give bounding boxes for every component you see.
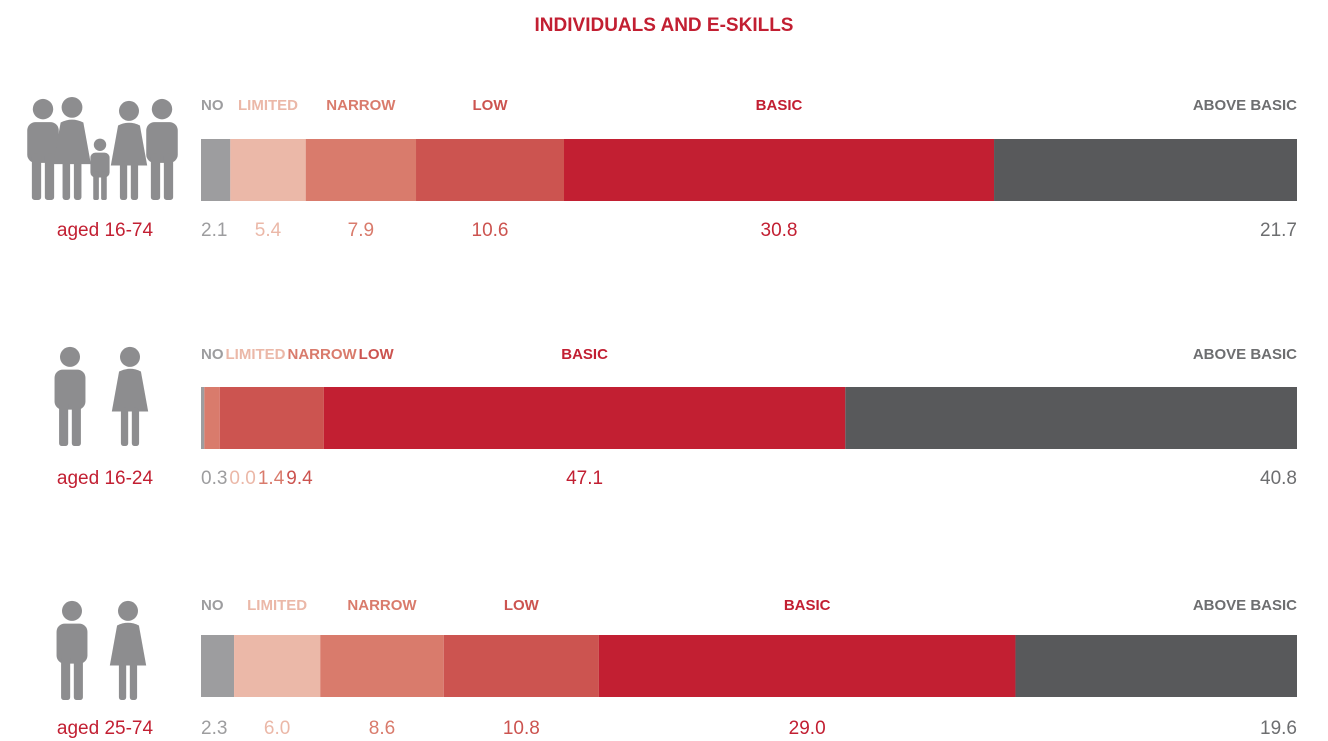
category-label: LOW — [359, 346, 395, 363]
row-label: aged 16-24 — [57, 468, 154, 489]
category-label: LIMITED — [247, 597, 307, 614]
bar-segment — [320, 635, 444, 697]
bar-segment — [204, 387, 220, 449]
value-label: 30.8 — [761, 220, 798, 241]
category-label: LIMITED — [238, 97, 298, 114]
bar-segment — [219, 387, 324, 449]
category-label: LOW — [504, 597, 540, 614]
value-label: 10.8 — [503, 718, 540, 739]
bar-segment — [201, 139, 231, 201]
category-label: BASIC — [756, 97, 803, 114]
bar-segment — [443, 635, 599, 697]
bar-segment — [234, 635, 321, 697]
value-label: 8.6 — [369, 718, 395, 739]
value-label: 2.1 — [201, 220, 227, 241]
value-label: 0.3 — [201, 468, 227, 489]
bar-segment — [201, 387, 205, 449]
value-label: 19.6 — [1260, 718, 1297, 739]
bar-segment — [305, 139, 417, 201]
row-label: aged 25-74 — [57, 718, 154, 739]
bar-segment — [994, 139, 1297, 201]
value-label: 1.4 — [258, 468, 285, 489]
row-label: aged 16-74 — [57, 220, 154, 241]
value-label: 10.6 — [472, 220, 509, 241]
bar-segment — [564, 139, 995, 201]
value-label: 7.9 — [348, 220, 374, 241]
category-label: BASIC — [784, 597, 831, 614]
icon-family — [27, 96, 178, 200]
category-label: NO — [201, 97, 224, 114]
bar-segment — [323, 387, 846, 449]
bar-segment — [416, 139, 565, 201]
chart-title: INDIVIDUALS AND E-SKILLS — [535, 15, 794, 36]
category-label: BASIC — [561, 346, 608, 363]
bar-segment — [201, 635, 235, 697]
icon-adults — [56, 600, 147, 700]
bar-segment — [845, 387, 1297, 449]
bar-segment — [598, 635, 1016, 697]
category-label: LOW — [473, 97, 509, 114]
category-label: LIMITED — [226, 346, 286, 363]
value-label: 40.8 — [1260, 468, 1297, 489]
value-label: 21.7 — [1260, 220, 1297, 241]
category-label: ABOVE BASIC — [1193, 346, 1297, 363]
category-label: ABOVE BASIC — [1193, 97, 1297, 114]
bar-segment — [230, 139, 306, 201]
category-label: NO — [201, 597, 224, 614]
category-label: ABOVE BASIC — [1193, 597, 1297, 614]
bar-segment — [1015, 635, 1297, 697]
value-label: 5.4 — [255, 220, 282, 241]
category-label: NARROW — [288, 346, 358, 363]
icon-youth — [54, 346, 149, 446]
value-label: 2.3 — [201, 718, 227, 739]
value-label: 29.0 — [789, 718, 826, 739]
value-label: 9.4 — [286, 468, 313, 489]
category-label: NARROW — [326, 97, 396, 114]
category-label: NARROW — [347, 597, 417, 614]
value-label: 0.0 — [229, 468, 255, 489]
value-label: 47.1 — [566, 468, 603, 489]
category-label: NO — [201, 346, 224, 363]
value-label: 6.0 — [264, 718, 290, 739]
